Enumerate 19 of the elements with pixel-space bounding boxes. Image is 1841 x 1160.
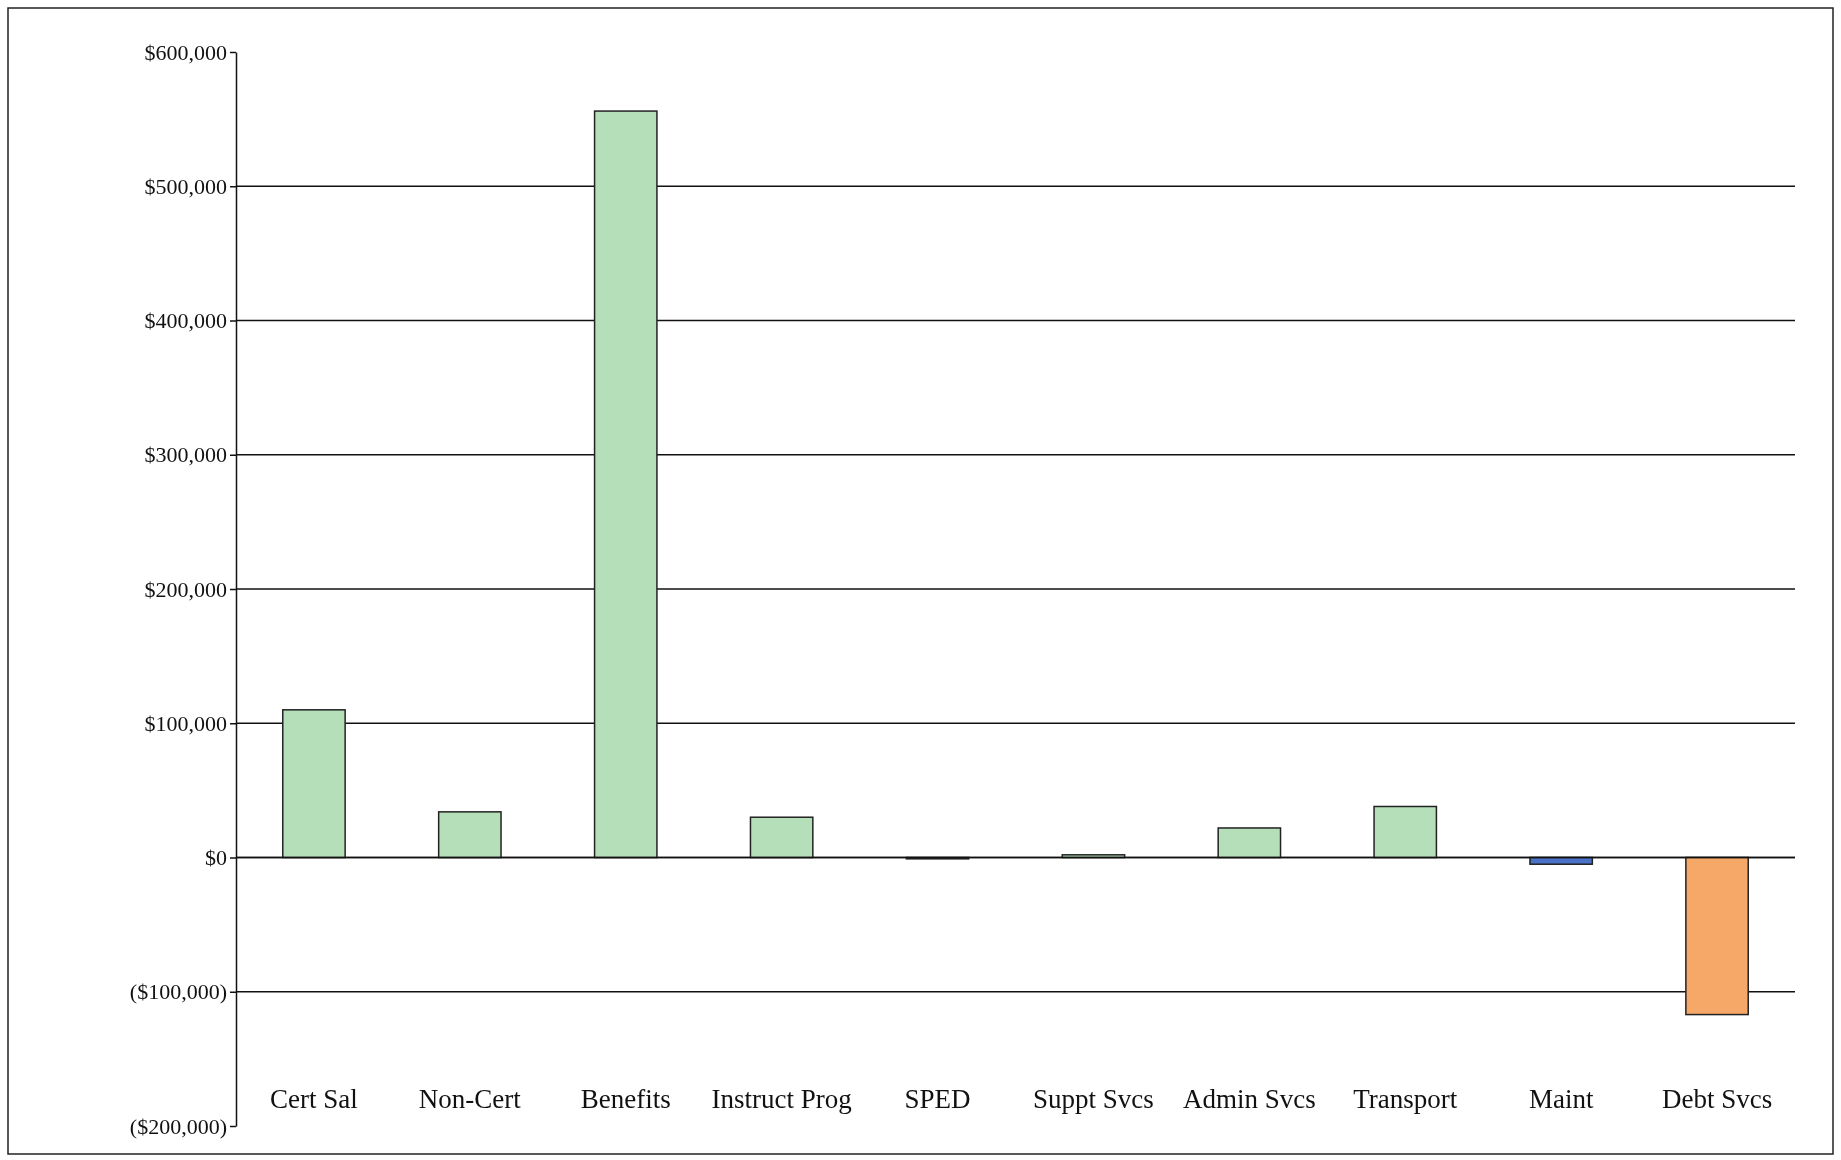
y-tick-label: $600,000 (144, 39, 227, 65)
x-tick-label: Instruct Prog (711, 1084, 852, 1114)
y-tick-label: $100,000 (144, 710, 227, 736)
x-tick-label: Cert Sal (270, 1084, 358, 1114)
y-tick-label: $500,000 (144, 173, 227, 199)
y-tick-label: $0 (205, 845, 227, 871)
x-tick-label: Admin Svcs (1182, 1084, 1316, 1114)
x-tick-label: Debt Svcs (1661, 1084, 1773, 1114)
x-tick-label: Benefits (580, 1084, 671, 1114)
x-tick-label: Transport (1353, 1084, 1458, 1114)
y-tick-label: $300,000 (144, 442, 227, 468)
x-tick-label: Suppt Svcs (1033, 1084, 1154, 1114)
y-tick-label: $400,000 (144, 308, 227, 334)
y-tick-label: $200,000 (144, 576, 227, 602)
x-tick-label: SPED (904, 1084, 971, 1114)
x-tick-label: Maint (1528, 1084, 1594, 1114)
y-tick-label: ($200,000) (129, 1113, 227, 1139)
y-tick-label: ($100,000) (129, 979, 227, 1005)
x-tick-label: Non-Cert (418, 1084, 522, 1114)
